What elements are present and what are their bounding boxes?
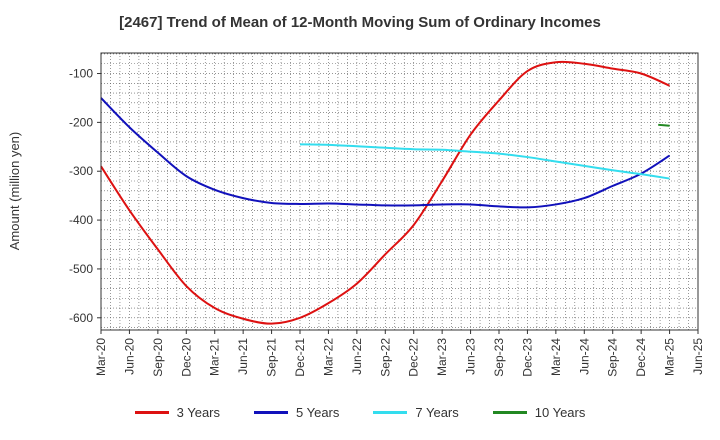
x-tick-label: Sep-21	[265, 338, 279, 377]
x-tick-label: Dec-24	[634, 338, 648, 377]
x-tick-label: Dec-21	[293, 338, 307, 377]
y-tick-label: -200	[69, 115, 93, 129]
legend-item: 10 Years	[492, 405, 586, 420]
x-tick-label: Jun-23	[464, 338, 478, 375]
x-tick-label: Dec-23	[520, 338, 534, 377]
chart-title: [2467] Trend of Mean of 12-Month Moving …	[119, 14, 601, 31]
x-tick-label: Jun-22	[350, 338, 364, 375]
x-tick-label: Mar-21	[208, 338, 222, 376]
x-tick-label: Mar-23	[435, 338, 449, 376]
series-line-7-years	[299, 143, 670, 180]
x-tick-label: Sep-22	[378, 338, 392, 377]
grid	[100, 53, 699, 330]
series-line-10-years	[658, 123, 670, 127]
x-tick-label: Jun-21	[236, 338, 250, 375]
y-axis-title: Amount (million yen)	[7, 132, 22, 251]
legend-swatch	[134, 411, 169, 414]
x-tick-label: Dec-22	[407, 338, 421, 377]
x-tick-label: Mar-20	[94, 338, 108, 376]
x-tick-label: Mar-24	[549, 338, 563, 376]
x-tick-label: Sep-23	[492, 338, 506, 377]
y-tick-label: -100	[69, 67, 93, 81]
legend-item: 7 Years	[373, 405, 459, 420]
series-line-3-years	[100, 60, 670, 325]
legend-label: 3 Years	[176, 405, 220, 420]
series-line-5-years	[100, 97, 671, 209]
legend-item: 3 Years	[134, 405, 220, 420]
legend-swatch	[492, 411, 527, 414]
legend-swatch	[373, 411, 408, 414]
y-tick-label: -500	[69, 262, 93, 276]
x-tick-label: Jun-24	[577, 338, 591, 375]
x-tick-label: Dec-20	[179, 338, 193, 377]
plot-border	[100, 52, 699, 331]
x-tick-label: Mar-22	[321, 338, 335, 376]
y-tick-label: -400	[69, 213, 93, 227]
x-tick-label: Jun-20	[122, 338, 136, 375]
series-lines	[100, 60, 671, 325]
x-tick-label: Sep-24	[606, 338, 620, 377]
y-tick-label: -600	[69, 311, 93, 325]
legend: 3 Years 5 Years 7 Years 10 Years	[0, 405, 720, 420]
x-tick-label: Sep-20	[151, 338, 165, 377]
legend-label: 7 Years	[415, 405, 459, 420]
legend-item: 5 Years	[254, 405, 339, 420]
legend-label: 5 Years	[296, 405, 340, 420]
legend-label: 10 Years	[534, 405, 586, 420]
x-tick-label: Jun-25	[691, 338, 705, 375]
legend-swatch	[254, 411, 288, 414]
y-tick-label: -300	[69, 164, 93, 178]
x-tick-label: Mar-25	[663, 338, 677, 376]
